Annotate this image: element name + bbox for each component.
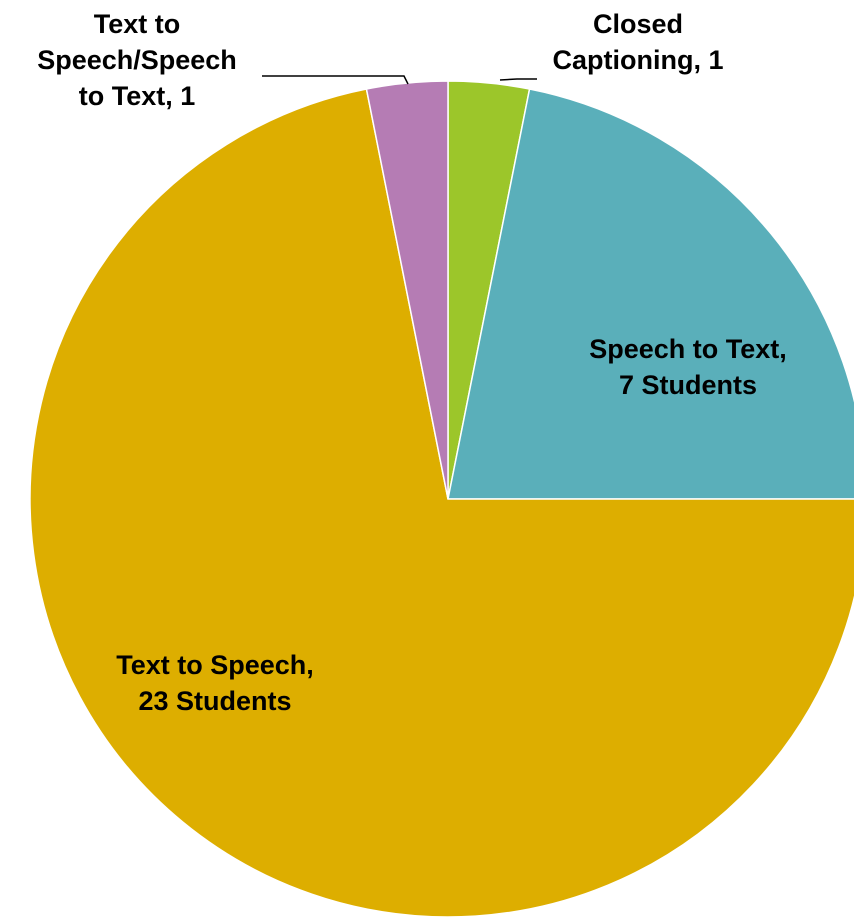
pie-slices (29, 80, 854, 918)
leader-closed-captioning (499, 78, 537, 81)
leader-text-to-speech-speech-to-text (262, 75, 409, 85)
label-text-to-speech-speech-to-text: Text to Speech/Speech to Text, 1 (37, 9, 237, 111)
label-text-to-speech: Text to Speech, 23 Students (116, 650, 314, 716)
slice-labels: Closed Captioning, 1 Speech to Text, 7 Stud… (37, 9, 787, 716)
slice-speech-to-text (447, 88, 854, 500)
slice-text-to-speech (29, 88, 854, 918)
label-speech-to-text: Speech to Text, 7 Students (589, 334, 787, 400)
leader-lines (262, 75, 537, 85)
label-closed-captioning: Closed Captioning, 1 (553, 9, 724, 75)
